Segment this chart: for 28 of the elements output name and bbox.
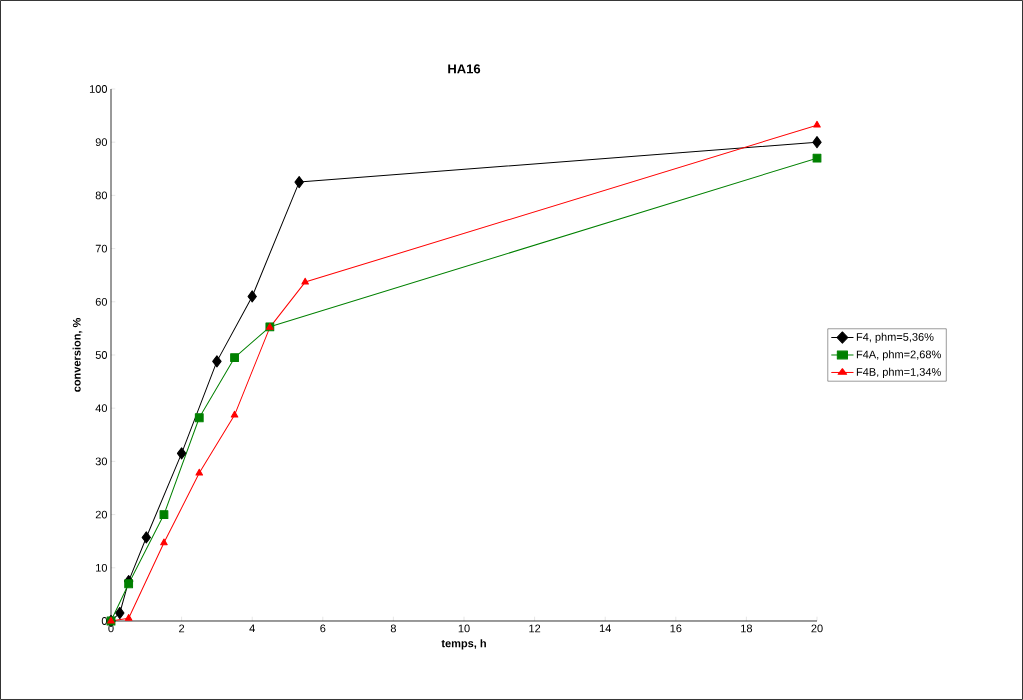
- y-tick-label: 40: [95, 404, 108, 413]
- y-tick-label: 90: [95, 138, 108, 147]
- y-tick-label: 50: [95, 351, 108, 359]
- x-tick-label: 6: [320, 624, 326, 633]
- y-tick-label: 30: [95, 457, 108, 466]
- x-axis-title: temps, h: [441, 639, 486, 650]
- x-tick-label: 12: [529, 624, 541, 633]
- x-tick-label: 10: [458, 624, 470, 633]
- y-tick-label: 10: [96, 563, 108, 572]
- x-tick-label: 4: [249, 624, 255, 633]
- legend-label: F4, phm=5,36%: [856, 332, 934, 344]
- x-tick-label: 2: [179, 624, 185, 633]
- x-tick-label: 16: [670, 624, 682, 633]
- y-tick-label: 60: [95, 297, 108, 306]
- y-tick-label: 80: [95, 191, 108, 200]
- legend-label: F4A, phm=2,68%: [856, 350, 941, 361]
- y-tick-label: 70: [95, 244, 108, 253]
- x-tick-label: 8: [390, 624, 396, 633]
- x-tick-label: 18: [741, 624, 753, 633]
- chart-title: HA16: [448, 64, 481, 74]
- x-tick-label: 0: [108, 624, 114, 633]
- y-tick-label: 100: [89, 85, 108, 93]
- y-axis-title: conversion, %: [72, 318, 83, 392]
- x-tick-label: 20: [811, 624, 823, 633]
- legend-label: F4B, phm=1,34%: [856, 367, 941, 378]
- y-tick-label: 0: [101, 617, 108, 625]
- x-tick-label: 14: [599, 624, 611, 633]
- y-tick-label: 20: [95, 510, 108, 519]
